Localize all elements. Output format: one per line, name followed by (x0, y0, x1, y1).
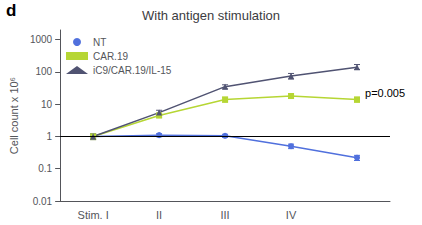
svg-text:100: 100 (35, 66, 52, 77)
svg-text:d: d (6, 1, 16, 20)
svg-text:0.01: 0.01 (33, 196, 53, 207)
svg-text:IV: IV (286, 209, 297, 221)
svg-text:Stim. I: Stim. I (78, 209, 109, 221)
svg-text:Cell count x 10⁶: Cell count x 10⁶ (8, 77, 20, 154)
svg-text:With antigen stimulation: With antigen stimulation (142, 8, 280, 23)
svg-text:1: 1 (47, 131, 53, 142)
svg-text:CAR.19: CAR.19 (93, 51, 128, 62)
svg-text:1000: 1000 (30, 34, 53, 45)
svg-text:NT: NT (93, 37, 106, 48)
svg-text:10: 10 (41, 99, 53, 110)
svg-text:II: II (156, 209, 162, 221)
svg-text:III: III (220, 209, 229, 221)
svg-text:p=0.005: p=0.005 (365, 87, 405, 99)
svg-text:iC9/CAR.19/IL-15: iC9/CAR.19/IL-15 (93, 65, 172, 76)
svg-text:0.1: 0.1 (38, 163, 52, 174)
